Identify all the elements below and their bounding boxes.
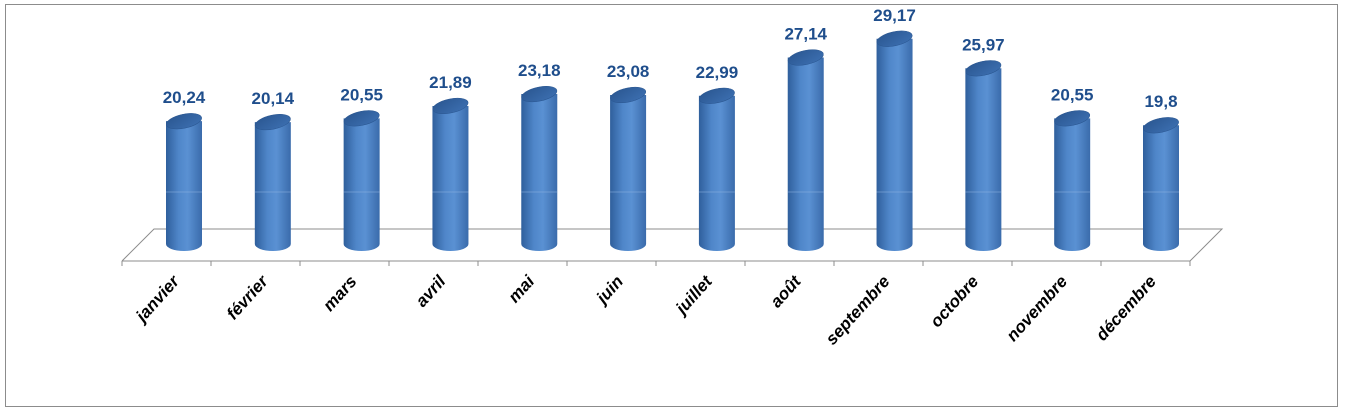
bar-top xyxy=(698,87,735,104)
bar-top xyxy=(1054,110,1091,127)
category-label: septembre xyxy=(822,272,894,349)
bar-janvier xyxy=(166,113,202,251)
category-label: juin xyxy=(591,272,627,309)
bar-septembre xyxy=(876,30,913,252)
bar-top xyxy=(432,97,469,115)
bar-body xyxy=(610,94,647,251)
bar-body xyxy=(1054,118,1091,251)
value-label: 27,14 xyxy=(784,24,827,43)
bar-body xyxy=(521,94,558,251)
bar-juillet xyxy=(698,87,735,251)
category-label: octobre xyxy=(927,272,983,331)
value-label: 23,18 xyxy=(518,61,561,80)
category-label: novembre xyxy=(1003,272,1071,345)
bar-body xyxy=(254,122,291,251)
category-label: mai xyxy=(505,271,540,306)
bar-top xyxy=(521,85,558,103)
value-label: 21,89 xyxy=(429,73,472,92)
category-label: décembre xyxy=(1092,272,1160,344)
floor-outline xyxy=(121,228,1224,262)
category-labels: janvier février mars avril mai juin juillet aoû… xyxy=(131,271,1160,349)
value-label: 20,55 xyxy=(1051,85,1094,104)
bar-top xyxy=(166,113,202,130)
bar-top xyxy=(254,114,291,131)
category-label: février xyxy=(223,271,273,323)
chart-bars xyxy=(166,30,1179,252)
bar-juin xyxy=(610,86,647,251)
bar-mai xyxy=(521,85,558,251)
bar-août xyxy=(787,49,824,251)
bar-top xyxy=(343,110,380,127)
chart-frame xyxy=(5,4,1338,407)
bar-body xyxy=(698,95,735,251)
bar-body xyxy=(343,118,380,251)
bar-octobre xyxy=(965,60,1002,251)
value-label: 23,08 xyxy=(607,62,650,81)
category-label: avril xyxy=(412,271,450,311)
category-label: août xyxy=(767,271,806,311)
bar-mars xyxy=(343,110,380,251)
bar-body xyxy=(965,68,1002,251)
bar-top xyxy=(610,86,647,104)
bar-body xyxy=(876,38,913,252)
bar-novembre xyxy=(1054,110,1091,251)
bar-body xyxy=(787,57,824,251)
value-label: 20,24 xyxy=(163,88,206,107)
bar-top xyxy=(876,30,913,47)
bar-avril xyxy=(432,97,469,252)
value-label: 20,14 xyxy=(252,89,295,108)
value-label: 29,17 xyxy=(873,6,916,25)
bar-body xyxy=(1143,125,1179,251)
chart-floor xyxy=(121,228,1224,266)
bar-top xyxy=(787,49,824,66)
category-label: mars xyxy=(319,272,360,315)
value-label: 25,97 xyxy=(962,35,1005,54)
bar-décembre xyxy=(1143,117,1179,251)
category-label: janvier xyxy=(131,271,184,327)
bar-top xyxy=(1143,117,1179,134)
value-labels: 20,24 20,14 20,55 21,89 23,18 23,08 22,99 27,14… xyxy=(163,6,1178,111)
bar-février xyxy=(254,114,291,251)
category-label: juillet xyxy=(671,271,717,319)
value-label: 20,55 xyxy=(340,85,383,104)
value-label: 22,99 xyxy=(696,63,739,82)
bar-top xyxy=(965,60,1002,77)
value-label: 19,8 xyxy=(1144,92,1177,111)
bar-body xyxy=(432,105,469,252)
bar-body xyxy=(166,121,202,251)
